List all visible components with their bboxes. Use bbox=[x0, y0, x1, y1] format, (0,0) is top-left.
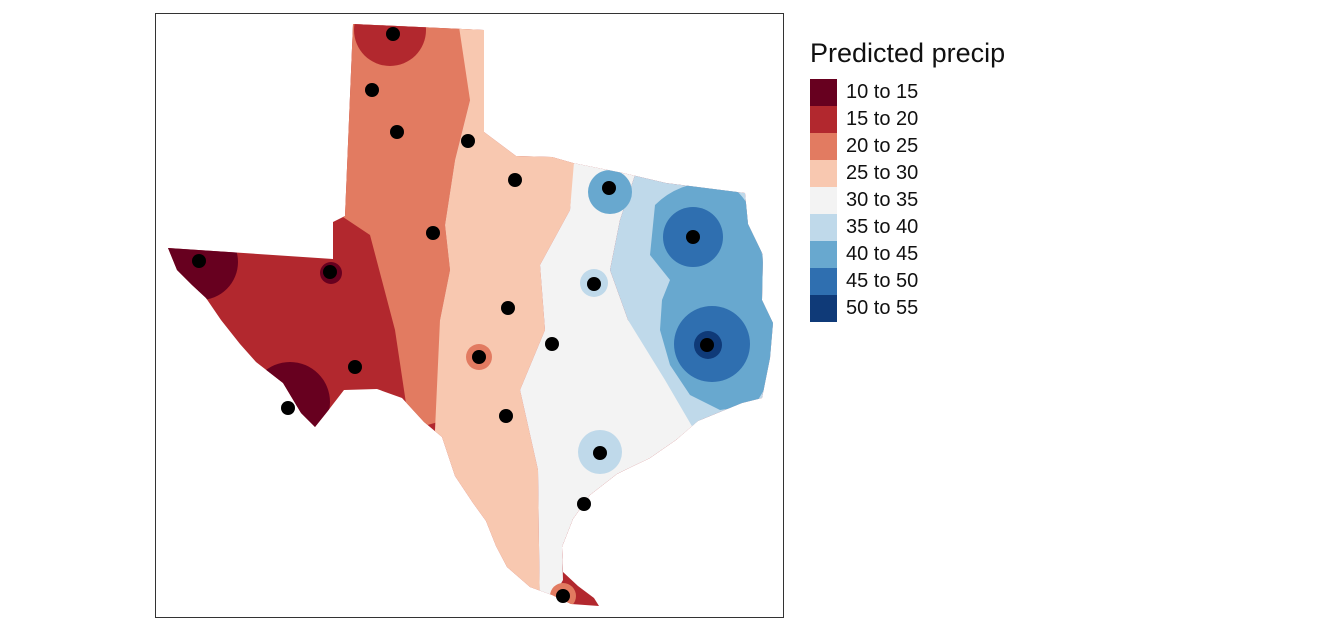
legend-swatch bbox=[810, 160, 837, 187]
station-point[interactable] bbox=[348, 360, 362, 374]
station-point[interactable] bbox=[192, 254, 206, 268]
station-point[interactable] bbox=[700, 338, 714, 352]
station-point[interactable] bbox=[461, 134, 475, 148]
station-point[interactable] bbox=[593, 446, 607, 460]
station-point[interactable] bbox=[386, 27, 400, 41]
station-point[interactable] bbox=[577, 497, 591, 511]
legend-swatch bbox=[810, 106, 837, 133]
legend-swatch bbox=[810, 295, 837, 322]
station-point[interactable] bbox=[587, 277, 601, 291]
station-point[interactable] bbox=[426, 226, 440, 240]
legend-item: 35 to 40 bbox=[810, 214, 1005, 241]
station-point[interactable] bbox=[390, 125, 404, 139]
station-point[interactable] bbox=[686, 230, 700, 244]
legend-items: 10 to 15 15 to 20 20 to 25 25 to 30 30 t… bbox=[810, 79, 1005, 322]
station-point[interactable] bbox=[602, 181, 616, 195]
legend-label: 10 to 15 bbox=[846, 81, 919, 103]
station-point[interactable] bbox=[508, 173, 522, 187]
legend-swatch bbox=[810, 268, 837, 295]
legend-item: 10 to 15 bbox=[810, 79, 1005, 106]
legend-item: 30 to 35 bbox=[810, 187, 1005, 214]
legend-item: 40 to 45 bbox=[810, 241, 1005, 268]
legend-swatch bbox=[810, 241, 837, 268]
legend-item: 50 to 55 bbox=[810, 295, 1005, 322]
station-point[interactable] bbox=[365, 83, 379, 97]
station-point[interactable] bbox=[499, 409, 513, 423]
legend-label: 25 to 30 bbox=[846, 162, 919, 184]
legend-label: 50 to 55 bbox=[846, 297, 919, 319]
legend-item: 15 to 20 bbox=[810, 106, 1005, 133]
legend-item: 45 to 50 bbox=[810, 268, 1005, 295]
legend: Predicted precip 10 to 15 15 to 20 20 to… bbox=[810, 38, 1005, 322]
legend-label: 15 to 20 bbox=[846, 108, 919, 130]
legend-swatch bbox=[810, 214, 837, 241]
station-point[interactable] bbox=[556, 589, 570, 603]
station-point[interactable] bbox=[281, 401, 295, 415]
legend-label: 40 to 45 bbox=[846, 243, 919, 265]
legend-label: 30 to 35 bbox=[846, 189, 919, 211]
station-point[interactable] bbox=[323, 265, 337, 279]
precip-surface bbox=[168, 24, 773, 606]
station-point[interactable] bbox=[545, 337, 559, 351]
legend-swatch bbox=[810, 79, 837, 106]
legend-label: 45 to 50 bbox=[846, 270, 919, 292]
legend-swatch bbox=[810, 133, 837, 160]
legend-label: 35 to 40 bbox=[846, 216, 919, 238]
legend-title: Predicted precip bbox=[810, 38, 1006, 68]
station-points bbox=[192, 27, 714, 603]
legend-swatch bbox=[810, 187, 837, 214]
legend-item: 20 to 25 bbox=[810, 133, 1005, 160]
station-point[interactable] bbox=[472, 350, 486, 364]
legend-label: 20 to 25 bbox=[846, 135, 919, 157]
station-point[interactable] bbox=[501, 301, 515, 315]
legend-item: 25 to 30 bbox=[810, 160, 1005, 187]
